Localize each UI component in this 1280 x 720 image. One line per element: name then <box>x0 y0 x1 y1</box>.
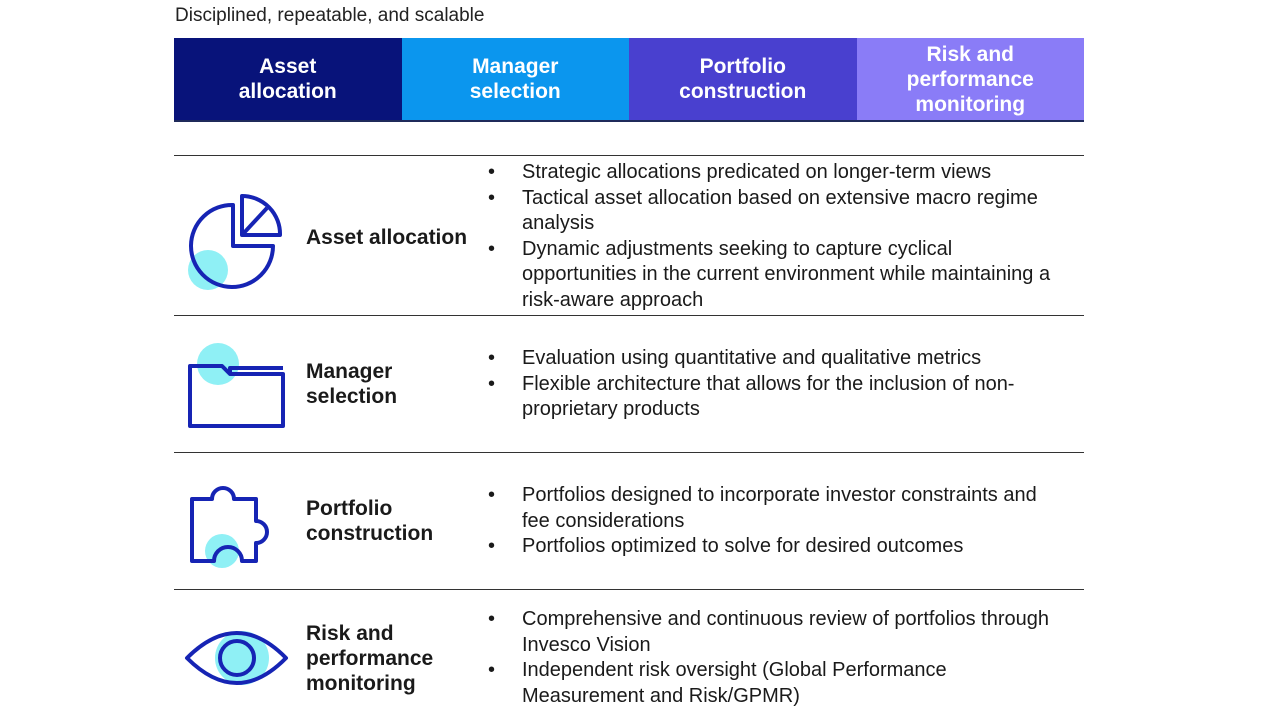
row-title: Risk and performance monitoring <box>306 621 481 696</box>
row-title-line: monitoring <box>306 672 416 695</box>
row-title: Portfolio construction <box>306 496 481 546</box>
bullet-list: Strategic allocations predicated on long… <box>486 160 1066 313</box>
row-title-line: performance <box>306 647 434 670</box>
process-banner: Asset allocation Manager selection Portfol… <box>174 38 1084 122</box>
banner-asset-allocation: Asset allocation <box>174 38 402 120</box>
bullet-list: Comprehensive and continuous review of p… <box>486 607 1066 709</box>
bullet-list: Portfolios designed to incorporate inves… <box>486 483 1066 560</box>
banner-line: allocation <box>238 80 337 103</box>
pie-chart-icon <box>188 194 283 290</box>
list-item: Portfolios optimized to solve for desire… <box>486 534 1066 560</box>
banner-line: monitoring <box>915 92 1026 116</box>
page-subtitle: Disciplined, repeatable, and scalable <box>175 5 485 26</box>
banner-line: performance <box>906 67 1034 91</box>
row-portfolio-construction: Portfolio construction Portfolios design… <box>174 453 1084 589</box>
list-item: Evaluation using quantitative and qualit… <box>486 346 1066 372</box>
banner-line: Asset <box>259 55 317 78</box>
list-item: Dynamic adjustments seeking to capture c… <box>486 237 1066 314</box>
row-manager-selection: Manager selection Evaluation using quant… <box>174 316 1084 452</box>
list-item: Strategic allocations predicated on long… <box>486 160 1066 186</box>
list-item: Independent risk oversight (Global Perfo… <box>486 658 1066 709</box>
row-title-line: Asset allocation <box>306 226 468 249</box>
row-risk-monitoring: Risk and performance monitoring Comprehe… <box>174 590 1084 720</box>
banner-line: Portfolio <box>699 55 786 78</box>
banner-portfolio-construction: Portfolio construction <box>629 38 857 120</box>
row-title-line: construction <box>306 522 434 545</box>
banner-manager-selection: Manager selection <box>401 38 629 120</box>
row-divider <box>174 589 1084 590</box>
banner-line: Manager <box>472 55 559 78</box>
banner-risk-monitoring: Risk and performance monitoring <box>856 38 1084 120</box>
puzzle-piece-icon <box>190 486 269 568</box>
list-item: Tactical asset allocation based on exten… <box>486 186 1066 237</box>
list-item: Comprehensive and continuous review of p… <box>486 607 1066 658</box>
row-divider <box>174 315 1084 316</box>
row-title-line: Manager <box>306 360 393 383</box>
list-item: Portfolios designed to incorporate inves… <box>486 483 1066 534</box>
banner-line: construction <box>679 80 807 103</box>
row-title-line: selection <box>306 385 398 408</box>
bullet-list: Evaluation using quantitative and qualit… <box>486 346 1066 423</box>
row-asset-allocation: Asset allocation Strategic allocations p… <box>174 156 1084 315</box>
banner-line: selection <box>469 80 561 103</box>
row-divider <box>174 155 1084 156</box>
eye-icon <box>185 631 288 685</box>
row-divider <box>174 452 1084 453</box>
folder-icon <box>188 343 285 428</box>
row-title: Asset allocation <box>306 225 481 250</box>
banner-line: Risk and <box>926 42 1015 66</box>
row-title-line: Risk and <box>306 622 394 645</box>
list-item: Flexible architecture that allows for th… <box>486 372 1066 423</box>
row-title-line: Portfolio <box>306 497 393 520</box>
row-title: Manager selection <box>306 359 481 409</box>
